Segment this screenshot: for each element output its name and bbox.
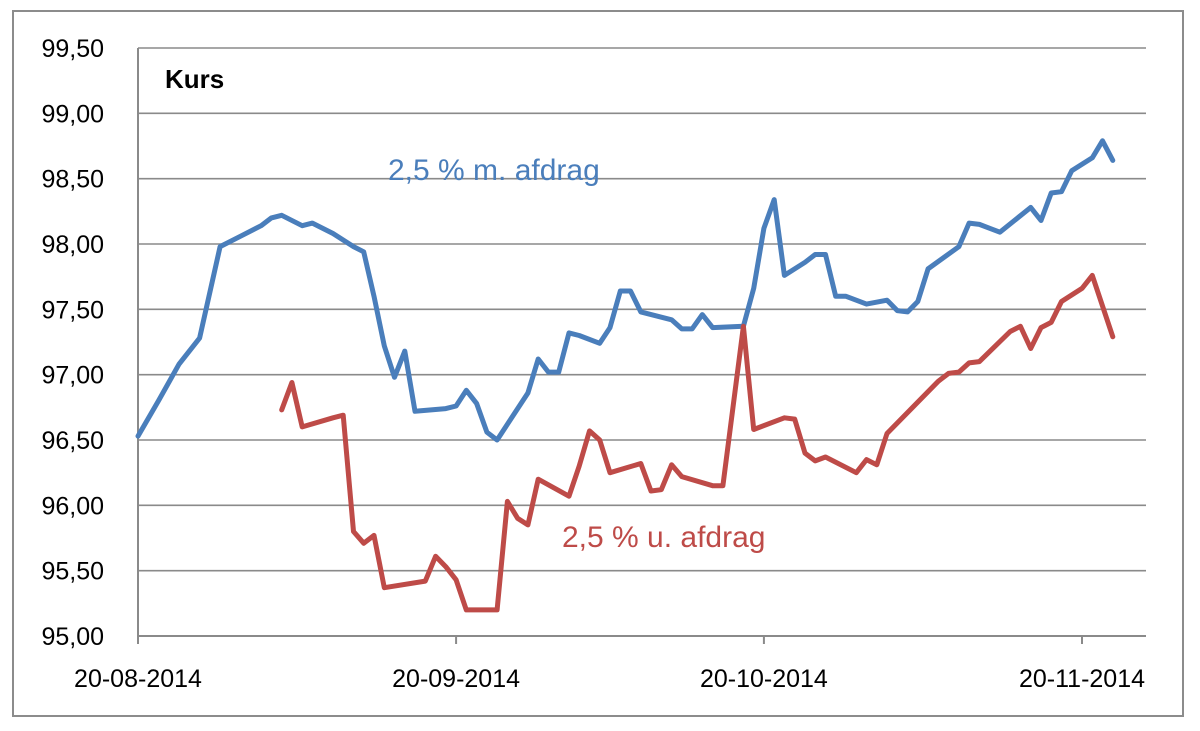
- y-tick-label: 99,00: [41, 100, 104, 128]
- series-lines: [135, 138, 1116, 613]
- tick-labels: 95,00 95,50 96,00 96,50 97,00 97,50 98,00 98,50…: [41, 35, 1145, 693]
- y-tick-label: 96,00: [41, 492, 104, 520]
- y-tick-label: 98,00: [41, 231, 104, 259]
- y-tick-label: 95,00: [41, 623, 104, 651]
- y-tick-label: 96,50: [41, 427, 104, 455]
- series-line-without-amortization: [279, 272, 1116, 613]
- series-label-without-amortization: 2,5 % u. afdrag: [562, 521, 765, 554]
- x-tick-label: 20-09-2014: [392, 665, 520, 693]
- x-tick-label: 20-10-2014: [700, 665, 828, 693]
- series-line-with-amortization: [135, 138, 1116, 443]
- chart-frame: [12, 10, 1184, 717]
- gridlines: [138, 47, 1146, 572]
- y-tick-label: 99,50: [41, 35, 104, 63]
- x-tick-label: 20-11-2014: [1019, 665, 1145, 693]
- y-tick-label: 97,50: [41, 296, 104, 324]
- y-tick-label: 95,50: [41, 558, 104, 586]
- series-label-with-amortization: 2,5 % m. afdrag: [388, 154, 600, 187]
- chart-title: Kurs: [165, 64, 224, 94]
- axes: [137, 48, 1146, 644]
- x-tick-label: 20-08-2014: [74, 665, 202, 693]
- y-tick-label: 97,00: [41, 362, 104, 390]
- y-tick-label: 98,50: [41, 166, 104, 194]
